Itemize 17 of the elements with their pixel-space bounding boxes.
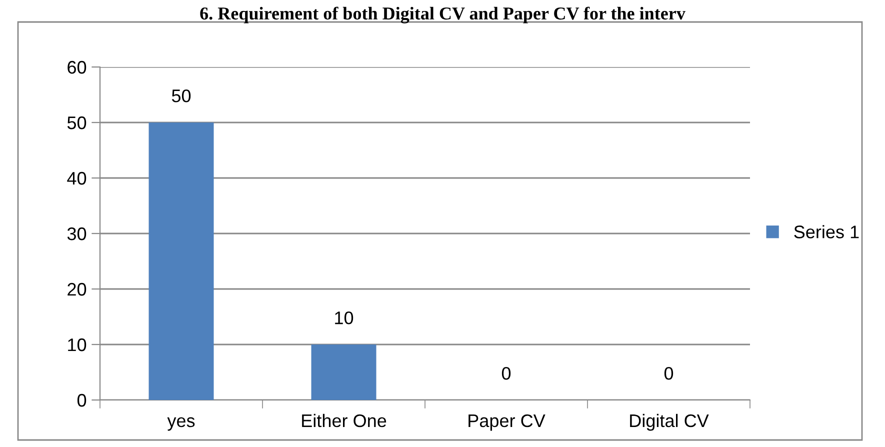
x-tick-label: Paper CV (468, 414, 546, 431)
y-tick-label: 60 (68, 60, 86, 74)
data-label: 10 (335, 311, 354, 324)
data-label: 0 (664, 366, 674, 380)
data-label: 0 (502, 366, 511, 380)
chart-title: 6. Requirement of both Digital CV and Paper CV for the interv (200, 6, 686, 24)
legend-label: Series 1 (794, 225, 859, 238)
x-tick-label: yes (167, 417, 195, 431)
y-tick-label: 20 (68, 282, 86, 296)
y-tick-label: 10 (68, 338, 86, 352)
y-tick-label: 0 (77, 394, 86, 407)
y-tick-label: 40 (67, 172, 86, 185)
data-label: 50 (172, 89, 191, 102)
x-tick-label: Either One (302, 414, 386, 428)
y-tick-label: 30 (67, 227, 86, 240)
y-tick-label: 50 (67, 116, 86, 130)
x-tick-label: Digital CV (630, 414, 709, 431)
